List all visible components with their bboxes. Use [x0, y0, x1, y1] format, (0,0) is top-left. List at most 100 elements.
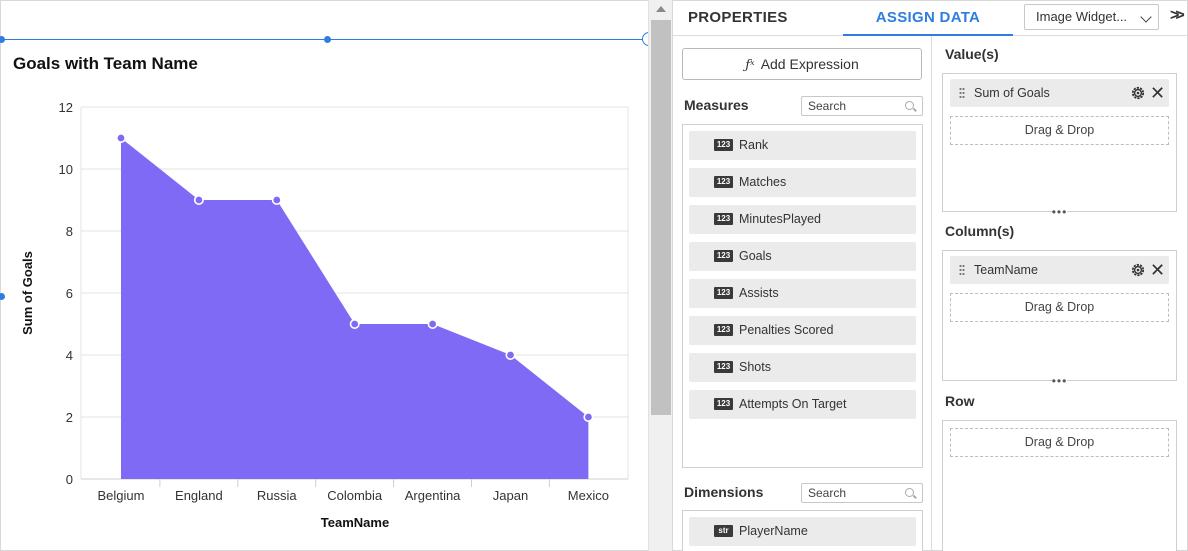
- data-point[interactable]: [116, 133, 127, 144]
- values-label: Value(s): [945, 46, 999, 62]
- measures-label: Measures: [684, 97, 749, 113]
- scrollbar-thumb[interactable]: [651, 20, 671, 415]
- measure-type-icon: 123: [714, 213, 733, 225]
- y-tick-label: 4: [66, 348, 73, 363]
- x-tick-label: Russia: [257, 488, 298, 503]
- measure-field[interactable]: 123 Penalties Scored: [689, 316, 916, 345]
- widget-type-value: Image Widget...: [1036, 9, 1128, 24]
- tab-properties[interactable]: PROPERTIES: [688, 9, 788, 26]
- more-icon[interactable]: •••: [1051, 374, 1068, 388]
- measure-field[interactable]: 123 Shots: [689, 353, 916, 382]
- x-tick-label: Colombia: [327, 488, 383, 503]
- drag-handle-icon[interactable]: [959, 264, 965, 276]
- value-field-chip[interactable]: Sum of Goals ✕: [950, 79, 1169, 107]
- widget-type-select[interactable]: Image Widget...: [1024, 4, 1159, 30]
- measure-field[interactable]: 123 Rank: [689, 131, 916, 160]
- data-point[interactable]: [583, 411, 594, 422]
- y-tick-label: 10: [59, 162, 73, 177]
- measure-field-label: Matches: [739, 175, 787, 189]
- row-drag-drop[interactable]: Drag & Drop: [950, 428, 1169, 457]
- y-axis-title: Sum of Goals: [20, 251, 35, 335]
- gear-icon[interactable]: [1130, 262, 1146, 278]
- y-tick-label: 0: [66, 472, 73, 487]
- y-tick-label: 8: [66, 224, 73, 239]
- measure-type-icon: 123: [714, 324, 733, 336]
- row-drop-zone[interactable]: Drag & Drop •••: [942, 420, 1177, 551]
- measure-field-label: MinutesPlayed: [739, 212, 821, 226]
- dimensions-list: str PlayerName: [682, 510, 923, 551]
- columns-drop-zone[interactable]: TeamName ✕ Drag & Drop •••: [942, 250, 1177, 387]
- y-tick-label: 2: [66, 410, 73, 425]
- vertical-scrollbar[interactable]: [648, 0, 672, 551]
- measure-field[interactable]: 123 Goals: [689, 242, 916, 271]
- resize-handle-left[interactable]: [0, 293, 5, 300]
- x-tick-label: Belgium: [98, 488, 145, 503]
- data-source-column: ƒˣ Add Expression Measures Search 123 Rank…: [673, 36, 932, 551]
- measure-type-icon: 123: [714, 176, 733, 188]
- measure-field-label: Shots: [739, 360, 771, 374]
- search-icon: [905, 488, 914, 497]
- more-icon[interactable]: •••: [1051, 205, 1068, 219]
- measure-field[interactable]: 123 Matches: [689, 168, 916, 197]
- chevron-down-icon: [1140, 11, 1152, 23]
- gear-icon[interactable]: [1130, 85, 1146, 101]
- measure-field[interactable]: 123 Attempts On Target: [689, 390, 916, 419]
- area-chart: 0 2 4 6 8 10 12 Belgium England Russia Colombia Arg…: [20, 100, 629, 530]
- column-field-chip[interactable]: TeamName ✕: [950, 256, 1169, 284]
- close-icon[interactable]: ✕: [1150, 260, 1166, 280]
- collapse-panel-icon[interactable]: >>: [1170, 7, 1185, 24]
- measure-field-label: Attempts On Target: [739, 397, 847, 411]
- measure-type-icon: 123: [714, 287, 733, 299]
- data-binding-column: Value(s) Sum of Goals ✕ Drag & Drop ••• …: [933, 36, 1188, 551]
- values-drop-zone[interactable]: Sum of Goals ✕ Drag & Drop •••: [942, 73, 1177, 218]
- value-field-name: Sum of Goals: [974, 86, 1050, 100]
- measure-type-icon: 123: [714, 398, 733, 410]
- y-tick-label: 12: [59, 100, 73, 115]
- properties-panel: PROPERTIES ASSIGN DATA Image Widget... >…: [672, 0, 1188, 551]
- dimension-type-icon: str: [714, 525, 733, 537]
- measure-type-icon: 123: [714, 361, 733, 373]
- resize-handle-top-left[interactable]: [0, 36, 5, 43]
- add-expression-button[interactable]: ƒˣ Add Expression: [682, 48, 922, 80]
- drag-handle-icon[interactable]: [959, 87, 965, 99]
- data-point[interactable]: [349, 318, 360, 329]
- measure-field-label: Assists: [739, 286, 779, 300]
- x-tick-label: Argentina: [405, 488, 461, 503]
- data-point[interactable]: [271, 195, 282, 206]
- function-icon: ƒˣ: [745, 58, 755, 73]
- measure-field[interactable]: 123 Assists: [689, 279, 916, 308]
- tab-assign-data[interactable]: ASSIGN DATA: [843, 1, 1013, 36]
- x-tick-label: Mexico: [568, 488, 609, 503]
- scroll-up-icon[interactable]: [656, 6, 666, 12]
- search-icon: [905, 101, 914, 110]
- chart-widget[interactable]: Goals with Team Name 0 2 4 6 8 10 12 Belgium Eng…: [0, 0, 656, 551]
- x-tick-label: Japan: [493, 488, 528, 503]
- x-tick-label: England: [175, 488, 223, 503]
- measures-list: 123 Rank 123 Matches 123 MinutesPlayed 123 Goal…: [682, 124, 923, 468]
- measures-search-input[interactable]: Search: [801, 96, 923, 116]
- columns-label: Column(s): [945, 223, 1015, 239]
- dimensions-search-input[interactable]: Search: [801, 483, 923, 503]
- values-drag-drop[interactable]: Drag & Drop: [950, 116, 1169, 145]
- x-axis-title: TeamName: [321, 515, 389, 530]
- dimension-field-label: PlayerName: [739, 524, 808, 538]
- measure-type-icon: 123: [714, 250, 733, 262]
- data-point[interactable]: [193, 195, 204, 206]
- y-tick-label: 6: [66, 286, 73, 301]
- close-icon[interactable]: ✕: [1150, 83, 1166, 103]
- measure-field-label: Penalties Scored: [739, 323, 834, 337]
- measure-field-label: Goals: [739, 249, 772, 263]
- dimensions-label: Dimensions: [684, 484, 764, 500]
- columns-drag-drop[interactable]: Drag & Drop: [950, 293, 1169, 322]
- data-point[interactable]: [427, 318, 438, 329]
- data-point[interactable]: [505, 349, 516, 360]
- resize-handle-top[interactable]: [324, 36, 331, 43]
- column-field-name: TeamName: [974, 263, 1038, 277]
- measure-field[interactable]: 123 MinutesPlayed: [689, 205, 916, 234]
- row-label: Row: [945, 393, 975, 409]
- chart-title: Goals with Team Name: [13, 54, 198, 73]
- measure-type-icon: 123: [714, 139, 733, 151]
- dimension-field[interactable]: str PlayerName: [689, 517, 916, 546]
- panel-tabs: PROPERTIES ASSIGN DATA Image Widget... >…: [673, 1, 1188, 36]
- area-series[interactable]: [121, 138, 589, 479]
